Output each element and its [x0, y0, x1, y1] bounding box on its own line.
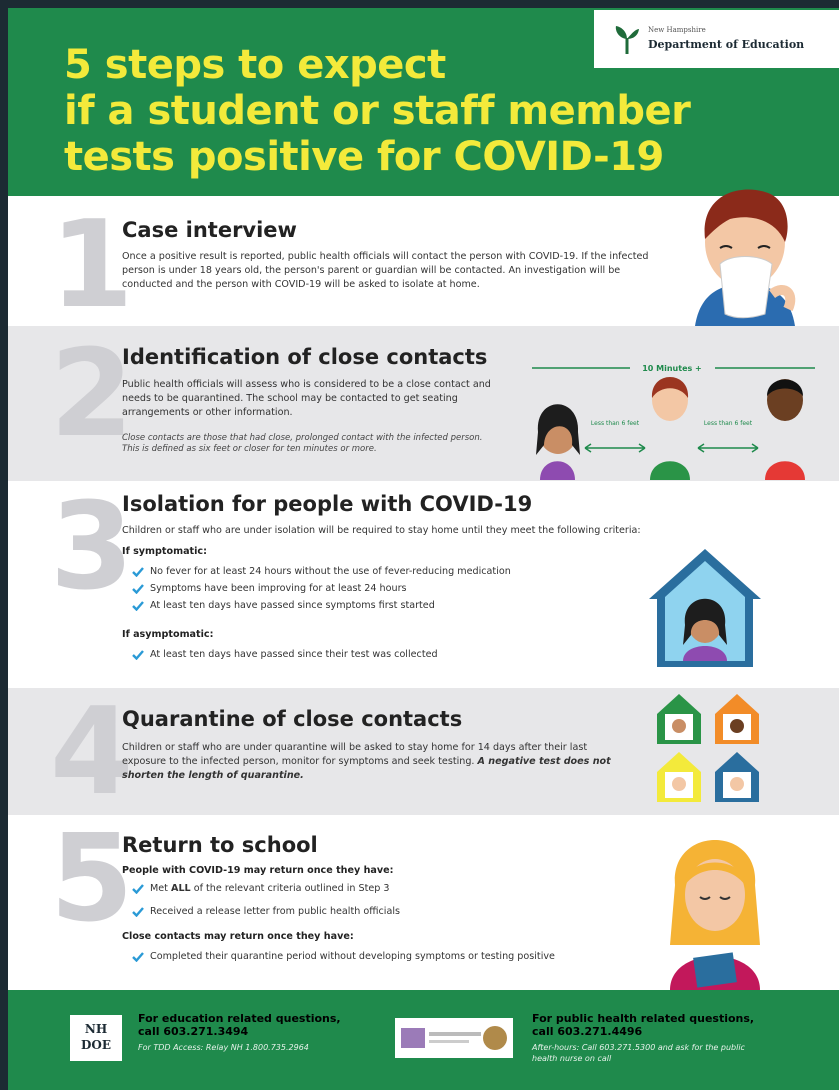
step-number: 3	[50, 488, 134, 608]
check-text-part: of the relevant criteria outlined in Ste…	[194, 883, 390, 894]
title-line: if a student or staff member	[64, 88, 690, 134]
checklist: Met ALL of the relevant criteria outline…	[132, 880, 400, 920]
step-title: Isolation for people with COVID-19	[122, 492, 532, 516]
step-body: Public health officials will assess who …	[122, 378, 507, 420]
check-text: Met ALL of the relevant criteria outline…	[150, 883, 390, 894]
step-title: Identification of close contacts	[122, 345, 487, 369]
criteria-heading: If symptomatic:	[122, 545, 207, 559]
infographic: 5 steps to expect if a student or staff …	[0, 0, 839, 1090]
houses-illustration	[655, 692, 765, 804]
logo-state: New Hampshire	[648, 26, 706, 34]
criteria-heading: People with COVID-19 may return once the…	[122, 864, 393, 878]
checklist: Completed their quarantine period withou…	[132, 948, 555, 965]
check-text-part: Met	[150, 883, 168, 894]
check-text: At least ten days have passed since symp…	[150, 600, 435, 611]
title-line: tests positive for COVID-19	[64, 134, 664, 180]
house-illustration	[645, 545, 765, 670]
footer-phone: call 603.271.4496	[532, 1025, 642, 1038]
step-note: Close contacts are those that had close,…	[122, 433, 492, 455]
check-item: Symptoms have been improving for at leas…	[132, 580, 511, 597]
check-text: At least ten days have passed since thei…	[150, 649, 438, 660]
sick-child-illustration	[690, 184, 800, 326]
distance-label: Less than 6 feet	[704, 420, 753, 427]
step-body: Children or staff who are under isolatio…	[122, 524, 762, 538]
criteria-heading: Close contacts may return once they have…	[122, 930, 354, 944]
step-title: Return to school	[122, 833, 318, 857]
check-item: At least ten days have passed since thei…	[132, 646, 438, 663]
check-item: Completed their quarantine period withou…	[132, 948, 555, 965]
footer-note: For TDD Access: Relay NH 1.800.735.2964	[138, 1042, 338, 1053]
step-title: Quarantine of close contacts	[122, 707, 462, 731]
step-title: Case interview	[122, 218, 297, 242]
footer-contact: For public health related questions,	[532, 1012, 772, 1025]
footer-contact: For education related questions,	[138, 1012, 368, 1025]
check-text: Completed their quarantine period withou…	[150, 951, 555, 962]
footer-logo: NH DOE	[70, 1015, 122, 1061]
dhhs-logo	[395, 1018, 513, 1058]
footer-phone: call 603.271.3494	[138, 1025, 248, 1038]
logo-icon	[614, 24, 640, 54]
step-body: Once a positive result is reported, publ…	[122, 250, 662, 292]
student-illustration	[660, 825, 770, 990]
checklist: No fever for at least 24 hours without t…	[132, 563, 511, 614]
logo-department: Department of Education	[648, 38, 804, 51]
close-contacts-illustration: 10 Minutes + Less than 6 feet Less than …	[530, 360, 820, 480]
distance-label: Less than 6 feet	[591, 420, 640, 427]
check-item: No fever for at least 24 hours without t…	[132, 563, 511, 580]
check-text: Symptoms have been improving for at leas…	[150, 583, 407, 594]
duration-label: 10 Minutes +	[642, 364, 702, 373]
step-number: 2	[50, 335, 134, 455]
criteria-heading: If asymptomatic:	[122, 628, 213, 642]
logo: New Hampshire Department of Education	[594, 10, 839, 68]
footer-logo-text: NH	[85, 1022, 107, 1036]
check-item: At least ten days have passed since symp…	[132, 597, 511, 614]
step-number: 5	[50, 820, 134, 940]
check-text: No fever for at least 24 hours without t…	[150, 566, 511, 577]
check-text: Received a release letter from public he…	[150, 906, 400, 917]
check-item: Met ALL of the relevant criteria outline…	[132, 880, 400, 897]
step-number: 4	[50, 693, 134, 813]
check-text-bold: ALL	[171, 883, 191, 894]
check-item: Received a release letter from public he…	[132, 903, 400, 920]
checklist: At least ten days have passed since thei…	[132, 646, 438, 663]
title-line: 5 steps to expect	[64, 42, 446, 88]
footer-logo-text: DOE	[81, 1038, 111, 1052]
step-body: Children or staff who are under quaranti…	[122, 741, 632, 783]
step-number: 1	[50, 206, 134, 326]
footer-note: After-hours: Call 603.271.5300 and ask f…	[532, 1042, 762, 1064]
